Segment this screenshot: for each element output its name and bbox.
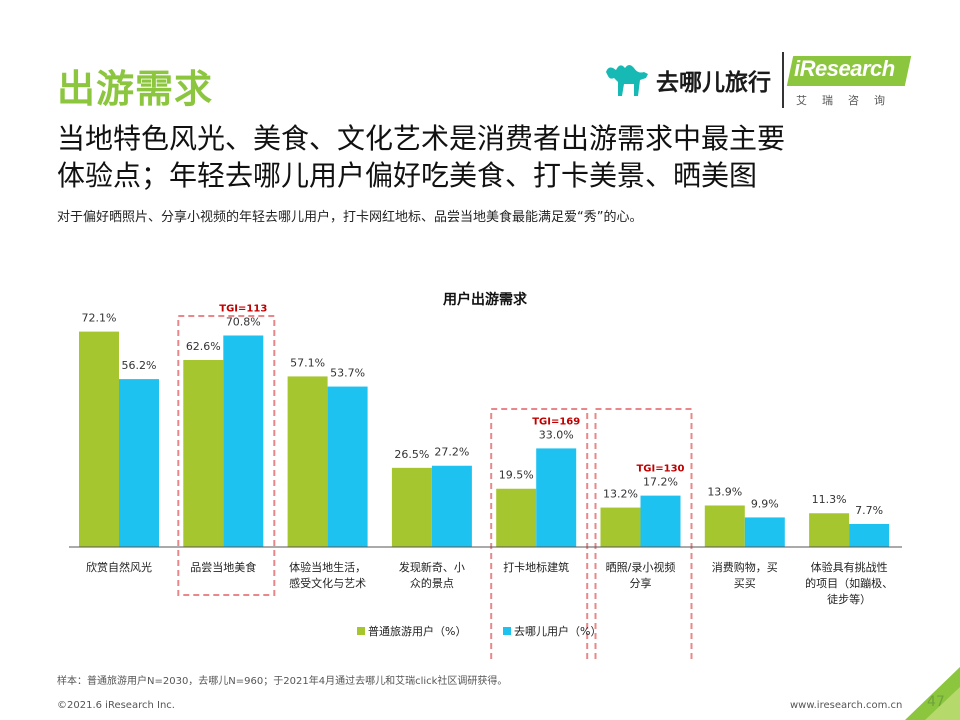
bar (809, 513, 850, 547)
data-label: 9.9% (751, 497, 779, 510)
bar (704, 505, 745, 547)
x-tick-label: 品尝当地美食 (190, 560, 256, 574)
data-label: 70.8% (226, 315, 261, 328)
data-label: 72.1% (82, 312, 117, 325)
legend-swatch (357, 627, 365, 635)
data-label: 13.2% (603, 488, 638, 501)
page-title: 出游需求 (57, 67, 214, 111)
data-label: 11.3% (812, 493, 847, 506)
x-tick-label: 欣赏自然风光 (86, 560, 152, 574)
data-label: 57.1% (290, 356, 325, 369)
x-tick-label: 打卡地标建筑 (503, 560, 569, 574)
tgi-label: TGI=169 (532, 416, 580, 427)
data-label: 33.0% (539, 428, 574, 441)
x-tick-label: 徒步等） (827, 592, 871, 606)
x-tick-label: 买买 (734, 577, 756, 590)
website: www.iresearch.com.cn (790, 700, 903, 711)
bar (119, 379, 159, 547)
bar (223, 335, 264, 547)
data-label: 13.9% (707, 485, 742, 498)
bar (600, 507, 641, 547)
copyright: ©2021.6 iResearch Inc. (57, 700, 175, 711)
iresearch-logo: iResearch 艾瑞咨询 (786, 48, 920, 108)
legend-swatch (503, 627, 511, 635)
data-label: 56.2% (122, 359, 157, 372)
chart-title: 用户出游需求 (443, 291, 528, 308)
x-tick-label: 发现新奇、小 (399, 560, 465, 574)
legend-label: 去哪儿用户（%） (514, 624, 601, 638)
bar (744, 517, 785, 547)
qunar-logo-text: 去哪儿旅行 (656, 70, 771, 96)
qunar-logo: 去哪儿旅行 (604, 58, 780, 98)
bar (536, 448, 577, 547)
bar (496, 488, 537, 547)
highlight-box (490, 408, 589, 660)
data-label: 17.2% (643, 476, 678, 489)
iresearch-logo-text: iResearch (794, 56, 895, 81)
x-tick-label: 消费购物，买 (712, 560, 778, 574)
x-tick-label: 的项目（如蹦极、 (805, 576, 893, 590)
data-label: 26.5% (394, 448, 429, 461)
data-label: 7.7% (855, 504, 883, 517)
page-number: 47 (927, 694, 945, 710)
bar (327, 386, 368, 547)
highlight-box (177, 315, 276, 596)
bar (849, 523, 890, 547)
data-label: 53.7% (330, 367, 365, 380)
data-label: 27.2% (434, 446, 469, 459)
bar-chart: 用户出游需求 72.1% 62.6% 57.1% 26.5% 19.5% 13.2% 13.9… (69, 291, 902, 660)
tgi-label: TGI=130 (636, 464, 684, 475)
headline-line-2: 体验点；年轻去哪儿用户偏好吃美食、打卡美景、晒美图 (57, 159, 758, 192)
bar (79, 331, 119, 547)
legend-label: 普通旅游用户（%） (368, 624, 466, 638)
x-tick-label: 众的景点 (410, 576, 454, 590)
headline-line-1: 当地特色风光、美食、文化艺术是消费者出游需求中最主要 (57, 122, 786, 155)
x-tick-label: 分享 (630, 576, 652, 590)
iresearch-logo-cn: 艾瑞咨询 (796, 94, 900, 107)
x-tick-label: 晒照/录小视频 (606, 560, 676, 574)
logo-divider (782, 52, 784, 108)
subtext: 对于偏好晒照片、分享小视频的年轻去哪儿用户，打卡网红地标、品尝当地美食最能满足爱… (57, 210, 643, 225)
bar (431, 465, 472, 547)
tgi-label: TGI=113 (219, 303, 267, 314)
camel-icon (606, 65, 648, 96)
x-tick-label: 体验具有挑战性 (811, 560, 888, 574)
x-tick-label: 感受文化与艺术 (289, 576, 366, 590)
bar (183, 359, 224, 547)
bar (391, 467, 432, 547)
data-label: 19.5% (499, 469, 534, 482)
bar (287, 376, 328, 547)
headline: 当地特色风光、美食、文化艺术是消费者出游需求中最主要 体验点；年轻去哪儿用户偏好… (57, 120, 937, 194)
data-label: 62.6% (186, 340, 221, 353)
corner-decoration (905, 667, 960, 720)
highlight-box (594, 408, 693, 660)
bar (640, 495, 681, 547)
footnote: 样本：普通旅游用户N=2030，去哪儿N=960；于2021年4月通过去哪儿和艾… (57, 676, 508, 687)
x-tick-label: 体验当地生活， (289, 560, 366, 574)
